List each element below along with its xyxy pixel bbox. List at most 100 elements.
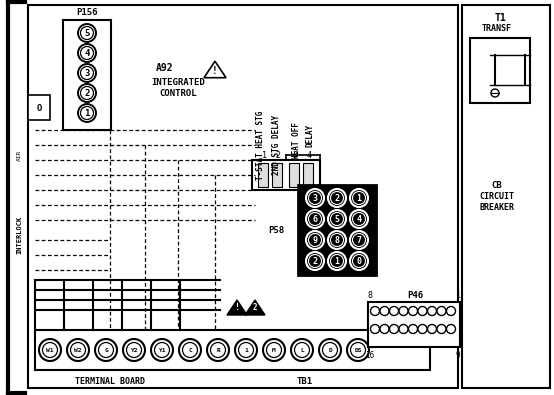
Text: W1: W1: [46, 348, 54, 352]
Text: 1: 1: [357, 194, 362, 203]
Circle shape: [319, 339, 341, 361]
Text: HEAT OFF: HEAT OFF: [291, 122, 300, 158]
Text: 2: 2: [275, 150, 280, 160]
Circle shape: [350, 189, 368, 207]
Text: 1: 1: [261, 150, 266, 160]
Circle shape: [95, 339, 117, 361]
Text: C: C: [188, 348, 192, 352]
Circle shape: [70, 342, 85, 357]
Circle shape: [418, 307, 427, 316]
Text: INTEGRATED: INTEGRATED: [151, 77, 205, 87]
Text: 5: 5: [335, 214, 340, 224]
Text: TB1: TB1: [297, 378, 313, 386]
Bar: [368, 302, 460, 347]
Circle shape: [399, 325, 408, 333]
Text: TERMINAL BOARD: TERMINAL BOARD: [75, 378, 145, 386]
Circle shape: [182, 342, 197, 357]
Circle shape: [80, 87, 94, 100]
Circle shape: [78, 64, 96, 82]
Circle shape: [295, 342, 310, 357]
Circle shape: [447, 325, 455, 333]
Circle shape: [389, 325, 398, 333]
Circle shape: [306, 252, 324, 270]
Circle shape: [428, 325, 437, 333]
Text: D: D: [328, 348, 332, 352]
Circle shape: [371, 325, 379, 333]
Bar: [28, 5, 458, 388]
Circle shape: [347, 339, 369, 361]
Bar: [462, 5, 550, 388]
Circle shape: [309, 233, 321, 246]
Text: 1: 1: [455, 292, 460, 301]
Circle shape: [263, 339, 285, 361]
Circle shape: [291, 339, 313, 361]
Circle shape: [266, 342, 281, 357]
Circle shape: [328, 231, 346, 249]
Polygon shape: [245, 300, 265, 315]
Bar: [289, 163, 299, 187]
Bar: [303, 163, 313, 187]
Text: BREAKER: BREAKER: [480, 203, 515, 211]
Circle shape: [155, 342, 170, 357]
Text: CB: CB: [491, 181, 502, 190]
Circle shape: [418, 325, 427, 333]
Text: 5: 5: [84, 28, 90, 38]
Text: 2ND STG DELAY: 2ND STG DELAY: [271, 115, 280, 175]
Text: 6: 6: [312, 214, 317, 224]
Circle shape: [309, 254, 321, 267]
Circle shape: [80, 47, 94, 60]
Circle shape: [78, 44, 96, 62]
Circle shape: [235, 339, 257, 361]
Text: 9: 9: [312, 235, 317, 245]
Text: 3: 3: [312, 194, 317, 203]
Text: 2: 2: [335, 194, 340, 203]
Circle shape: [78, 84, 96, 102]
Circle shape: [123, 339, 145, 361]
Circle shape: [151, 339, 173, 361]
Circle shape: [350, 231, 368, 249]
Text: M: M: [272, 348, 276, 352]
Circle shape: [350, 210, 368, 228]
Text: 7: 7: [357, 235, 362, 245]
Circle shape: [322, 342, 337, 357]
Circle shape: [331, 233, 343, 246]
Text: CIRCUIT: CIRCUIT: [480, 192, 515, 201]
Text: 2: 2: [312, 256, 317, 265]
Circle shape: [331, 213, 343, 226]
Circle shape: [380, 325, 389, 333]
Circle shape: [408, 325, 418, 333]
Circle shape: [399, 307, 408, 316]
Circle shape: [371, 307, 379, 316]
Circle shape: [389, 307, 398, 316]
Circle shape: [80, 26, 94, 40]
Text: !: !: [234, 303, 239, 312]
Circle shape: [78, 104, 96, 122]
Circle shape: [43, 342, 58, 357]
Circle shape: [437, 325, 446, 333]
Circle shape: [352, 233, 366, 246]
Circle shape: [408, 307, 418, 316]
Text: P156: P156: [76, 8, 98, 17]
Text: INTERLOCK: INTERLOCK: [16, 216, 22, 254]
Text: 2: 2: [253, 303, 257, 312]
Text: 4: 4: [84, 49, 90, 58]
Bar: [63, 20, 111, 130]
Bar: [35, 330, 430, 370]
Circle shape: [207, 339, 229, 361]
Circle shape: [78, 24, 96, 42]
Circle shape: [380, 307, 389, 316]
Text: 8: 8: [335, 235, 340, 245]
Circle shape: [39, 339, 61, 361]
Circle shape: [239, 342, 254, 357]
Text: G: G: [104, 348, 108, 352]
Circle shape: [306, 231, 324, 249]
Text: R: R: [216, 348, 220, 352]
Text: P46: P46: [407, 292, 423, 301]
Circle shape: [491, 89, 499, 97]
Circle shape: [309, 213, 321, 226]
Text: W2: W2: [74, 348, 82, 352]
Circle shape: [80, 66, 94, 79]
Circle shape: [328, 189, 346, 207]
Text: !: !: [212, 66, 218, 76]
Bar: [470, 38, 530, 103]
